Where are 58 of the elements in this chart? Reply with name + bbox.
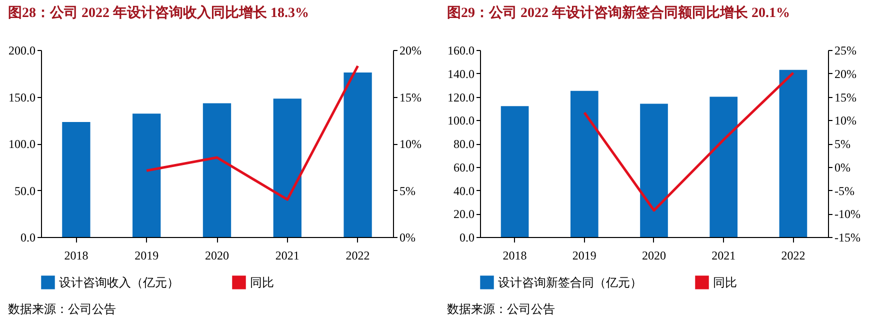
line-series (583, 72, 794, 212)
y2-tick-label: -10% (834, 207, 860, 222)
y2-tick-label: -15% (834, 230, 860, 244)
bar (273, 98, 302, 237)
y2-tick-label: 15% (400, 90, 422, 104)
y2-tick-label: 0% (400, 230, 416, 244)
y-tick-label: 100.0 (448, 114, 474, 128)
y-tick-label: 120.0 (448, 90, 474, 104)
line-series (145, 64, 360, 201)
bar (344, 72, 372, 237)
y-tick-label: 100.0 (8, 137, 36, 151)
legend-label: 同比 (250, 275, 274, 290)
x-tick-label: 2020 (205, 248, 229, 262)
y2-tick-label: 0% (834, 160, 850, 174)
bar (202, 103, 232, 237)
y-tick-label: 20.0 (454, 207, 474, 222)
y2-tick-label: 5% (834, 137, 850, 151)
x-tick-label: 2018 (64, 248, 88, 262)
y-tick-label: 60.0 (454, 160, 474, 174)
y2-tick-label: 15% (834, 90, 856, 104)
legend-label: 设计咨询收入（亿元） (59, 275, 179, 290)
chart-title: 图29：公司 2022 年设计咨询新签合同额同比增长 20.1% (447, 4, 790, 21)
bar (640, 104, 668, 237)
bar (62, 122, 90, 237)
y2-tick-label: 5% (400, 184, 416, 198)
y2-tick-label: 25% (834, 44, 856, 58)
bar (132, 114, 161, 237)
y-tick-label: 0.0 (460, 230, 474, 244)
y-tick-label: 150.0 (8, 90, 36, 104)
x-tick-label: 2019 (134, 248, 159, 262)
y-tick-label: 50.0 (14, 184, 36, 198)
y2-tick-label: 20% (834, 66, 856, 81)
bar (570, 90, 598, 237)
x-tick-label: 2021 (712, 248, 736, 262)
y2-tick-label: 20% (400, 44, 422, 58)
x-tick-label: 2021 (275, 248, 300, 262)
bar (710, 96, 738, 237)
y-tick-label: 40.0 (454, 184, 474, 198)
bar (779, 70, 808, 237)
y2-tick-label: 10% (400, 137, 422, 151)
source-note: 数据来源：公司公告 (447, 301, 555, 318)
x-tick-label: 2020 (642, 248, 666, 262)
bar (500, 106, 529, 237)
x-tick-label: 2018 (502, 248, 527, 262)
chart-title: 图28：公司 2022 年设计咨询收入同比增长 18.3% (8, 5, 309, 21)
legend-label: 同比 (713, 275, 737, 290)
y-tick-label: 200.0 (8, 44, 36, 58)
y-tick-label: 80.0 (454, 137, 474, 151)
y2-tick-label: -5% (834, 184, 854, 198)
x-tick-label: 2022 (346, 248, 370, 262)
x-tick-label: 2019 (572, 248, 596, 262)
x-tick-label: 2022 (781, 248, 806, 262)
y-tick-label: 140.0 (448, 66, 474, 81)
y2-tick-label: 10% (834, 114, 856, 128)
source-note: 数据来源：公司公告 (8, 301, 116, 318)
y-tick-label: 0.0 (20, 230, 36, 244)
legend-label: 设计咨询新签合同（亿元） (498, 275, 642, 290)
y-tick-label: 160.0 (448, 44, 474, 58)
